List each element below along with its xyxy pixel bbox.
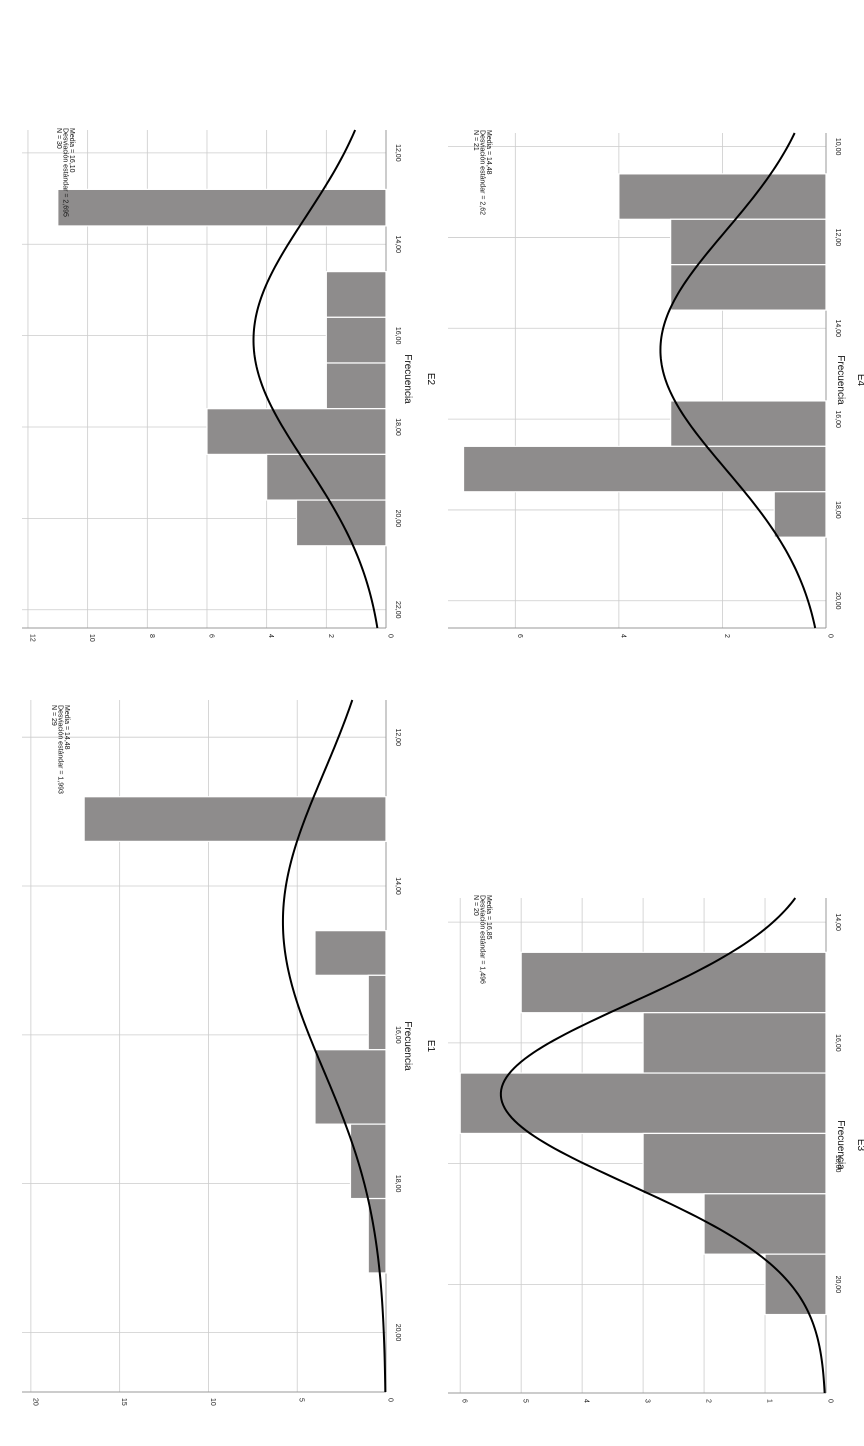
histogram-bar [642,1012,827,1074]
histogram-bar [670,218,827,266]
y-tick-label: 15 [120,1398,127,1406]
stats-box: Media = 16,10Desviación estándar = 2,695… [55,128,75,217]
chart-e4: 0 2 4 6 10,00 12,00 14,00 16,00 18,00 20,00 Media … [448,130,864,638]
stats-line: Desviación estándar = 1,496 [479,895,486,984]
y-tick-label: 2 [723,634,730,638]
chart-e3: 0 1 2 3 4 5 6 14,00 16,00 18,00 20,00 Media = 16,85… [448,895,864,1403]
y-tick-label: 10 [88,634,95,642]
stats-line: N = 29 [50,705,57,726]
y-axis-title: Frecuencia [835,1120,846,1170]
y-tick-label: 0 [387,1398,394,1402]
histogram-bar [57,188,387,227]
y-tick-label: 3 [644,1399,651,1403]
stats-line: Media = 14,48 [485,130,492,175]
y-tick-label: 10 [209,1398,216,1406]
y-tick-label: 2 [327,634,334,638]
y-tick-label: 1 [766,1399,773,1403]
x-tick-label: 16,00 [394,327,401,345]
stats-box: Media = 14,48Desviación estándar = 2,62N… [472,130,492,215]
y-axis-title: Frecuencia [402,1021,413,1071]
chart-e2: 0 2 4 6 8 10 12 12,00 14,00 16,00 18,00 20,00 22,00 M… [22,128,436,642]
x-axis-title: E1 [425,1040,436,1053]
y-tick-label: 0 [827,634,834,638]
histogram-bar [670,264,827,311]
x-tick-label: 12,00 [394,144,401,162]
y-tick-label: 8 [148,634,155,638]
histogram-bar [325,362,387,410]
x-axis-title: E2 [425,373,436,386]
y-tick-label: 6 [207,634,214,638]
stats-line: N = 20 [472,895,479,916]
x-tick-label: 14,00 [394,877,401,895]
x-tick-label: 14,00 [834,913,841,931]
histogram-bar [367,974,387,1051]
normal-curve [281,699,387,1393]
stats-line: Media = 16,10 [68,128,75,173]
x-tick-label: 14,00 [394,235,401,253]
x-tick-label: 12,00 [834,229,841,247]
histogram-bar [314,1049,387,1125]
y-tick-label: 12 [28,634,35,642]
stats-box: Media = 14,48Desviación estándar = 1,993… [50,705,70,794]
histogram-bar [462,445,827,493]
y-axis-title: Frecuencia [835,355,846,405]
y-tick-label: 5 [522,1399,529,1403]
histogram-bar [325,271,387,318]
chart-e1: 0 5 10 15 20 12,00 14,00 16,00 18,00 20,00 Media =… [22,699,436,1406]
histogram-bar [670,400,827,447]
histogram-bar [618,173,827,220]
y-tick-label: 4 [583,1399,590,1403]
stats-box: Media = 16,85Desviación estándar = 1,496… [472,895,492,984]
x-tick-label: 20,00 [394,1324,401,1342]
y-tick-label: 0 [827,1399,834,1403]
histogram-bar [764,1253,827,1316]
x-tick-label: 18,00 [394,418,401,436]
stats-line: N = 21 [472,130,479,151]
x-tick-label: 16,00 [834,1034,841,1052]
normal-curve [659,132,817,629]
histogram-bar [266,453,387,501]
histogram-bar [206,408,387,455]
stats-line: Media = 16,85 [485,895,492,940]
y-axis-title: Frecuencia [402,354,413,404]
histogram-bar [703,1193,827,1255]
x-tick-label: 16,00 [394,1026,401,1044]
stats-line: Desviación estándar = 2,62 [479,130,486,215]
x-tick-label: 18,00 [834,1155,841,1173]
histogram-bar [773,491,827,538]
x-tick-label: 10,00 [834,138,841,156]
x-tick-label: 18,00 [834,501,841,519]
y-tick-label: 6 [516,634,523,638]
y-tick-label: 4 [619,634,626,638]
x-tick-label: 22,00 [394,601,401,619]
normal-curve [499,897,826,1394]
x-tick-label: 14,00 [834,320,841,338]
x-tick-label: 16,00 [834,410,841,428]
x-tick-label: 20,00 [834,592,841,610]
y-tick-label: 5 [298,1398,305,1402]
stats-line: N = 30 [55,128,62,149]
normal-curve [252,129,379,629]
histogram-bar [325,316,387,364]
histogram-bar [459,1072,827,1135]
stats-line: Desviación estándar = 2,695 [62,128,69,217]
histogram-bar [83,796,387,842]
x-axis-title: E4 [855,374,864,387]
histogram-bar [314,930,387,976]
stats-line: Media = 14,48 [63,705,70,750]
x-tick-label: 20,00 [394,510,401,528]
y-tick-label: 0 [387,634,394,638]
stats-line: Desviación estándar = 1,993 [57,705,64,794]
histogram-bar [642,1132,827,1195]
y-tick-label: 2 [705,1399,712,1403]
y-tick-label: 4 [267,634,274,638]
x-tick-label: 12,00 [394,728,401,746]
histogram-bar [349,1123,387,1200]
x-tick-label: 20,00 [834,1276,841,1294]
x-axis-title: E3 [855,1139,864,1152]
y-tick-label: 6 [461,1399,468,1403]
y-tick-label: 20 [31,1398,38,1406]
x-tick-label: 18,00 [394,1175,401,1193]
